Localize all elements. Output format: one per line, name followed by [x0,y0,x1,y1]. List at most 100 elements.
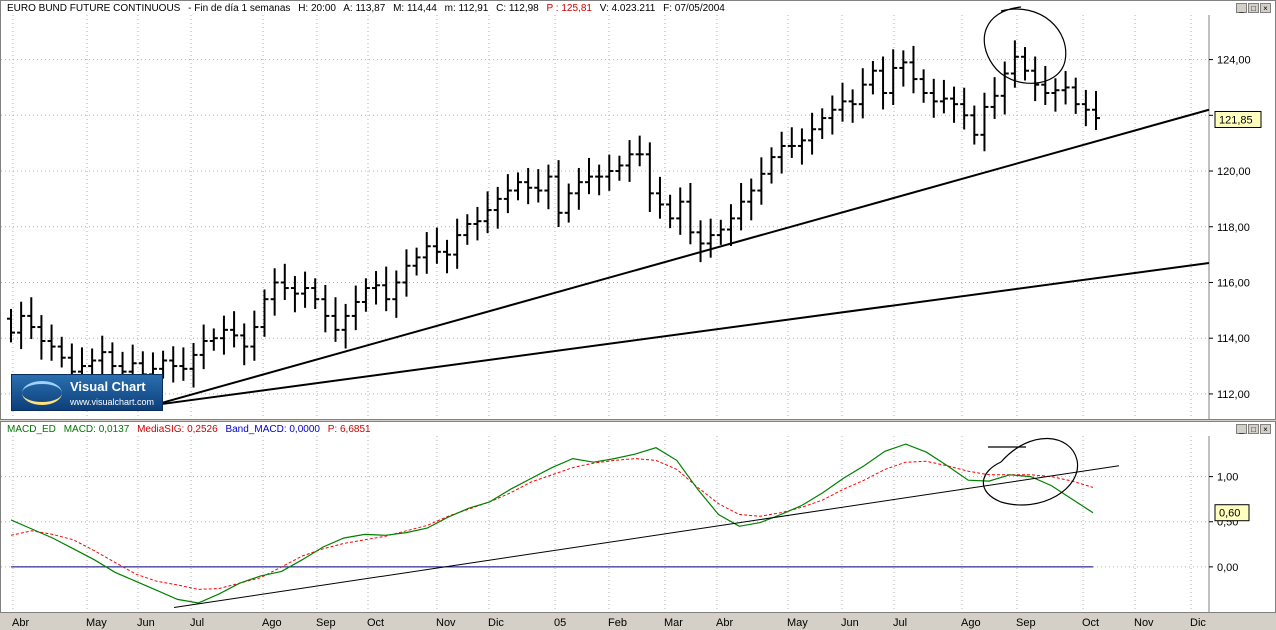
price-bar [230,311,239,348]
price-bar [960,87,969,130]
price-bar [280,263,289,301]
maximize-icon[interactable]: □ [1248,424,1259,434]
price-bar [1051,78,1060,112]
price-bar [605,154,614,191]
price-chart-panel[interactable]: EURO BUND FUTURE CONTINUOUS - Fin de día… [0,0,1276,420]
price-trendline [153,108,1210,407]
price-bar [17,301,26,350]
price-bar [159,350,168,379]
price-bar [361,278,370,312]
price-bar [37,315,46,360]
x-tick-label: Sep [316,617,336,629]
x-tick-label: Abr [12,617,30,629]
price-bar [777,131,786,174]
price-bar [483,191,492,234]
price-bar [950,86,959,123]
x-tick-label: Jun [137,617,155,629]
price-bar [544,164,553,210]
price-bar [321,284,330,333]
hour-label: H: 20:00 [298,3,336,14]
visual-chart-logo: Visual Chart www.visualchart.com [11,374,163,411]
macd-header: MACD_ED MACD: 0,0137 MediaSIG: 0,2526 Ba… [7,423,376,436]
price-bar [686,183,695,245]
x-tick-label: Ago [262,617,282,629]
price-bar [737,183,746,231]
price-bar [1081,89,1090,127]
price-bar [655,176,664,219]
price-bar [889,49,898,105]
x-tick-label: Abr [716,617,734,629]
price-bar [290,276,299,313]
price-bar [990,77,999,119]
price-bar [767,147,776,184]
price-bar [270,268,279,316]
signal-line [10,458,1094,590]
annotation-circle [983,6,1067,84]
price-bar [1061,71,1070,105]
price-bar [392,270,401,318]
price-bar [331,297,340,342]
macd-p-label: P: 6,6851 [327,424,371,435]
price-bar [1031,56,1040,102]
price-bar [1021,47,1030,81]
price-bar [473,206,482,241]
price-bar [514,172,523,201]
price-bar [341,303,350,349]
price-bar [351,285,360,331]
close-icon[interactable]: × [1260,424,1271,434]
price-bar [108,342,117,376]
symbol-label: EURO BUND FUTURE CONTINUOUS [7,3,181,14]
macd-last-value-label: 0,60 [1219,508,1240,520]
minimize-icon[interactable]: _ [1236,3,1247,13]
close-label: C: 112,98 [496,3,539,14]
maximize-icon[interactable]: □ [1248,3,1259,13]
price-last-value-label: 121,85 [1219,114,1253,126]
price-bar [726,204,735,246]
price-bar [909,45,918,94]
macd-trendline [173,465,1120,608]
macd-panel[interactable]: MACD_ED MACD: 0,0137 MediaSIG: 0,2526 Ba… [0,421,1276,613]
price-bar [564,183,573,223]
price-bar [169,346,178,383]
price-bar [716,219,725,245]
price-bar [980,92,989,152]
price-bar [757,157,766,205]
price-bar [412,247,421,276]
price-bar [179,347,188,381]
macd-last-value-box [1214,504,1250,522]
price-bar [858,68,867,119]
price-bar [939,79,948,114]
open-label: A: 113,87 [343,3,386,14]
price-bar [260,289,269,337]
band-value-label: Band_MACD: 0,0000 [225,424,320,435]
price-bar [645,142,654,212]
macd-value-label: MACD: 0,0137 [63,424,130,435]
low-label: m: 112,91 [444,3,489,14]
price-bar [615,155,624,181]
price-bar [250,310,259,361]
price-bar [696,220,705,263]
price-bar [422,232,431,274]
date-label: F: 07/05/2004 [663,3,725,14]
price-y-tick-label: 116,00 [1217,277,1250,289]
x-tick-label: Dic [1190,617,1206,629]
price-bar [503,174,512,214]
x-tick-label: Oct [367,617,385,629]
close-icon[interactable]: × [1260,3,1271,13]
macd-annotation-circle [982,437,1079,506]
minimize-icon[interactable]: _ [1236,424,1247,434]
price-bar [828,95,837,135]
price-bar [929,78,938,118]
price-bar [432,227,441,264]
price-y-tick-label: 118,00 [1217,222,1250,234]
x-tick-label: Jun [841,617,859,629]
price-bar [584,157,593,195]
time-axis: Abr May Jun Jul Ago Sep Oct Nov Dic 05 Feb Mar Abr Ma… [0,613,1276,630]
price-bar [443,239,452,274]
price-bar [635,135,644,167]
price-y-tick-label: 124,00 [1217,55,1251,67]
x-tick-label: Sep [1016,617,1036,629]
x-tick-label: Oct [1082,617,1100,629]
price-trendline [153,261,1210,407]
price-bar [787,127,796,158]
